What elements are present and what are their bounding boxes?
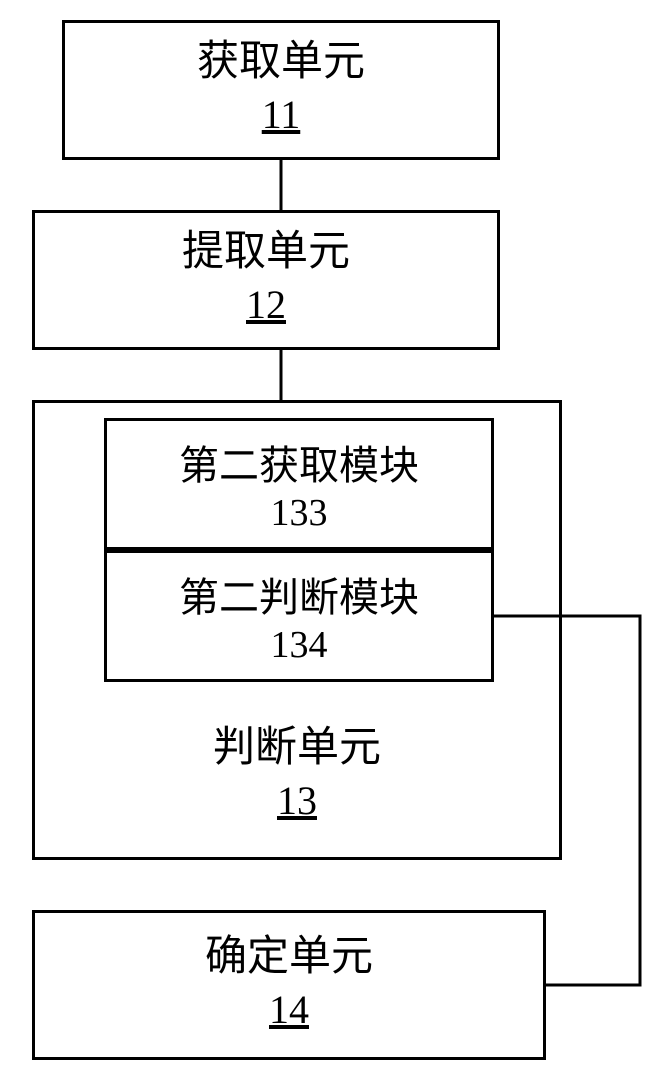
- node-determine-unit: 确定单元 14: [32, 910, 546, 1060]
- node-title: 第二判断模块: [179, 565, 419, 623]
- node-id: 134: [271, 623, 328, 667]
- node-id: 13: [277, 773, 317, 829]
- node-second-acquire-module: 第二获取模块 133: [104, 418, 494, 550]
- node-title: 提取单元: [182, 227, 350, 277]
- node-title: 第二获取模块: [179, 433, 419, 491]
- node-id: 14: [269, 982, 309, 1038]
- node-id: 11: [262, 87, 301, 143]
- node-title: 判断单元: [213, 723, 381, 773]
- node-extract-unit: 提取单元 12: [32, 210, 500, 350]
- node-id: 12: [246, 277, 286, 333]
- node-title: 确定单元: [205, 932, 373, 982]
- diagram-canvas: 获取单元 11 提取单元 12 判断单元 13 第二获取模块 133 第二判断模…: [0, 0, 669, 1083]
- node-id: 133: [271, 491, 328, 535]
- node-second-judge-module: 第二判断模块 134: [104, 550, 494, 682]
- node-title: 获取单元: [197, 37, 365, 87]
- node-acquire-unit: 获取单元 11: [62, 20, 500, 160]
